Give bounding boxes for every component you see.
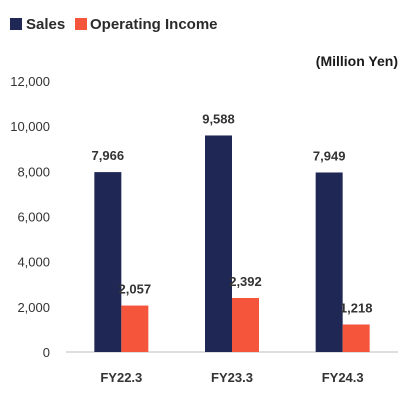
unit-label: (Million Yen) bbox=[316, 53, 398, 69]
data-label-operating-income: 2,057 bbox=[119, 282, 152, 297]
legend-label-operating-income: Operating Income bbox=[90, 16, 218, 33]
legend-label-sales: Sales bbox=[26, 16, 65, 33]
legend-swatch-sales bbox=[10, 18, 22, 30]
x-tick-label: FY22.3 bbox=[100, 370, 142, 385]
bar-sales bbox=[205, 135, 232, 352]
bar-operating-income bbox=[342, 324, 370, 352]
y-tick-label: 4,000 bbox=[17, 255, 50, 270]
data-label-operating-income: 1,218 bbox=[340, 300, 373, 315]
legend: Sales Operating Income bbox=[10, 16, 218, 33]
bar-operating-income bbox=[232, 297, 259, 352]
data-label-sales: 7,949 bbox=[313, 148, 346, 163]
x-tick-label: FY24.3 bbox=[322, 370, 364, 385]
value-labels: 7,966 2,057 9,588 2,392 7,949 1,218 bbox=[92, 111, 373, 315]
y-tick-label: 2,000 bbox=[17, 300, 50, 315]
y-tick-label: 0 bbox=[43, 345, 50, 360]
bar-sales bbox=[315, 172, 343, 352]
y-tick-label: 12,000 bbox=[10, 74, 50, 89]
y-axis: 0 2,000 4,000 6,000 8,000 10,000 12,000 bbox=[10, 74, 50, 360]
data-label-sales: 7,966 bbox=[92, 148, 125, 163]
y-tick-label: 8,000 bbox=[17, 164, 50, 179]
x-tick-label: FY23.3 bbox=[211, 370, 253, 385]
bar-operating-income bbox=[121, 305, 149, 352]
x-axis: FY22.3 FY23.3 FY24.3 bbox=[100, 370, 363, 385]
y-tick-label: 6,000 bbox=[17, 210, 50, 225]
y-tick-label: 10,000 bbox=[10, 119, 50, 134]
legend-swatch-operating-income bbox=[75, 18, 87, 30]
bars bbox=[94, 135, 370, 352]
data-label-operating-income: 2,392 bbox=[229, 274, 262, 289]
bar-sales bbox=[94, 172, 122, 352]
data-label-sales: 9,588 bbox=[202, 111, 235, 126]
